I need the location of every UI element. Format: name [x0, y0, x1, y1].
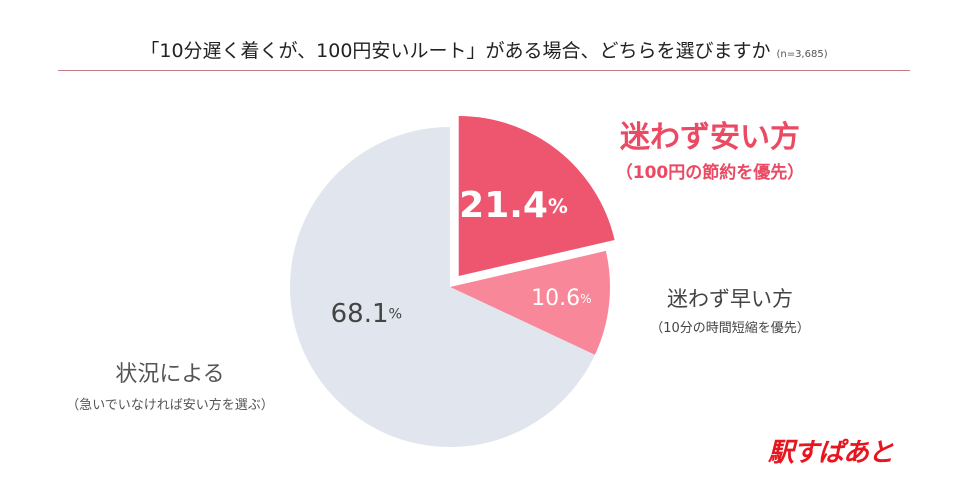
label-sub: （10分の時間短縮を優先）	[650, 321, 810, 336]
title-divider	[58, 70, 910, 71]
pie-slice-2	[450, 250, 610, 355]
sample-size: (n=3,685)	[776, 49, 828, 60]
chart-title: 「10分遅く着くが、100円安いルート」がある場合、どちらを選びますか (n=3,…	[0, 36, 968, 63]
label-sub: （急いでいなければ安い方を選ぶ）	[66, 398, 274, 413]
label-name: 状況による	[115, 362, 225, 387]
label-name: 迷わず早い方	[667, 287, 793, 311]
legend-label-fast: 迷わず早い方 （10分の時間短縮を優先）	[620, 283, 840, 336]
ekispert-logo: 駅すぱあと	[768, 438, 894, 468]
label-name: 迷わず安い方	[620, 120, 800, 155]
label-sub: （100円の節約を優先）	[615, 163, 805, 183]
legend-label-cheap: 迷わず安い方 （100円の節約を優先）	[590, 112, 830, 183]
pie-slice-1	[458, 116, 615, 277]
title-text: 「10分遅く着くが、100円安いルート」がある場合、どちらを選びますか	[140, 40, 771, 62]
pie-slice-3	[290, 127, 595, 447]
legend-label-depends: 状況による （急いでいなければ安い方を選ぶ）	[40, 356, 300, 413]
